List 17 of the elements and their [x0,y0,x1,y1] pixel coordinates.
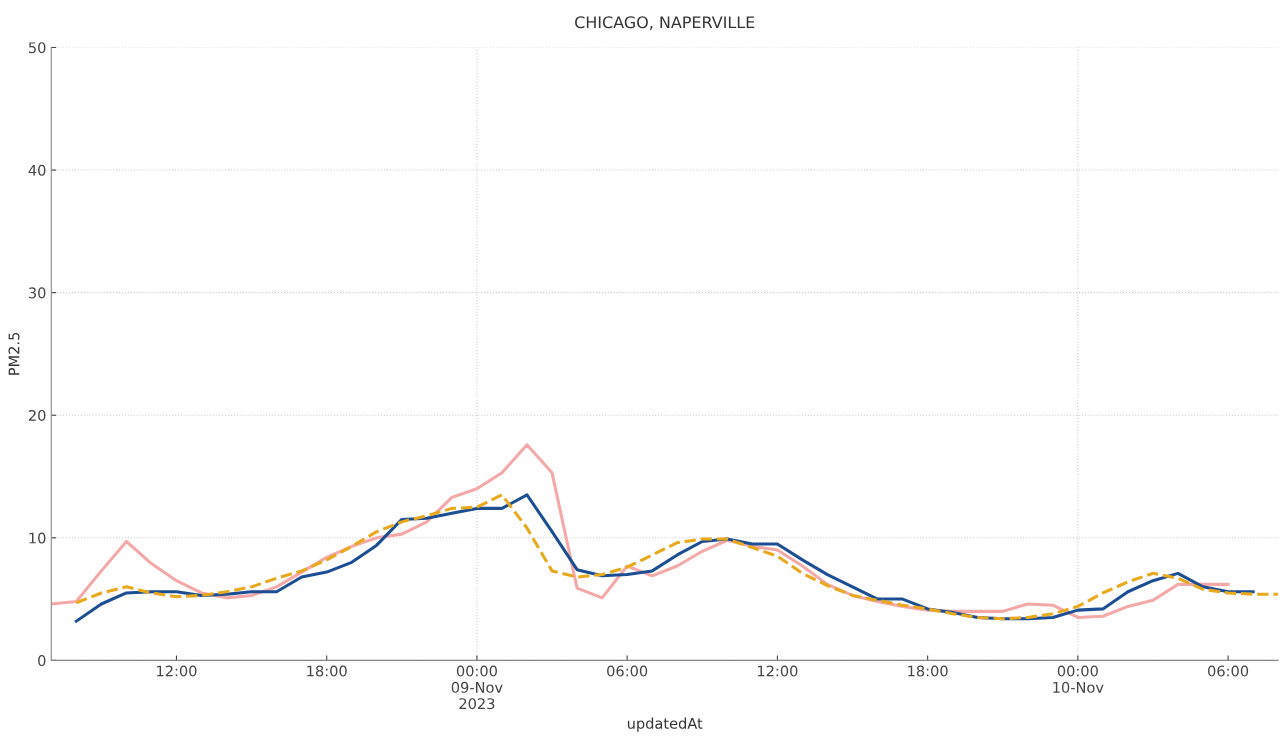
x-tick-label: 00:00 10-Nov [1053,665,1104,693]
x-axis-title: updatedAt [627,717,703,732]
x-tick-label: 18:00 [307,665,347,677]
y-tick-label: 40 [28,164,46,176]
x-tick-label: 06:00 [607,665,648,677]
x-tick-label: 12:00 [157,665,197,677]
y-axis-title: PM2.5 [8,332,20,375]
y-tick-label: 20 [28,409,46,421]
y-tick-label: 0 [38,655,46,667]
x-tick-label: 06:00 [1208,665,1249,677]
y-tick-label: 10 [29,532,46,544]
x-tick-label: 00:00 09-Nov 2023 [451,665,503,710]
x-tick-label: 12:00 [757,665,798,677]
x-tick-label: 18:00 [908,665,948,677]
y-tick-label: 30 [28,287,46,299]
y-tick-label: 50 [28,42,46,54]
chart-title: CHICAGO, NAPERVILLE [575,16,755,30]
